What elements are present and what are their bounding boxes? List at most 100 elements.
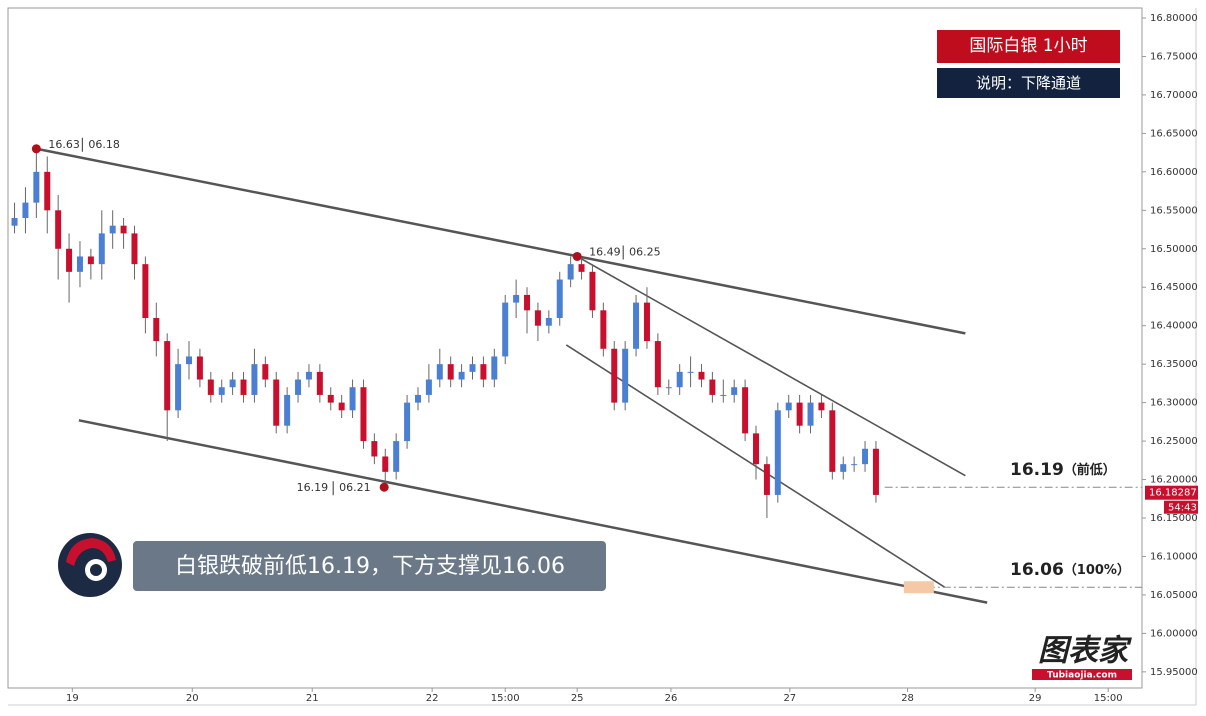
- candle-body: [262, 364, 269, 380]
- candle-body: [458, 371, 465, 380]
- candle-body: [295, 379, 302, 395]
- candle-body: [414, 394, 421, 403]
- countdown: 54:43: [1168, 503, 1197, 514]
- candle-body: [196, 356, 203, 380]
- candle-body: [785, 402, 792, 411]
- candle-body: [589, 271, 596, 311]
- candle-body: [360, 387, 367, 442]
- candle-body: [251, 364, 258, 395]
- last-price-tag: [1145, 485, 1198, 500]
- candle-body: [534, 310, 541, 326]
- banner-box: [133, 541, 606, 591]
- candle-body: [753, 433, 760, 465]
- candle-body: [55, 210, 62, 249]
- x-tick-label: 20: [186, 693, 199, 704]
- candle-body: [622, 348, 629, 403]
- candle-body: [98, 233, 105, 265]
- candle-body: [600, 310, 607, 349]
- logo-name: 图表家: [1038, 634, 1132, 669]
- candle-body: [175, 364, 182, 411]
- candle-body: [687, 371, 694, 373]
- candle-body: [774, 410, 781, 495]
- x-tick-label: 27: [783, 693, 796, 704]
- last-price: 16.18287: [1149, 488, 1197, 499]
- level-label: 16.19（前低）: [1010, 460, 1116, 480]
- candle-body: [502, 302, 509, 357]
- y-tick-label: 16.05000: [1150, 590, 1198, 601]
- candle-body: [87, 256, 94, 265]
- candle-body: [513, 294, 520, 303]
- candle-body: [44, 171, 51, 211]
- candle-body: [393, 441, 400, 472]
- x-tick-label: 29: [1029, 693, 1042, 704]
- banner-text: 白银跌破前低16.19，下方支撑见16.06: [175, 554, 565, 579]
- candle-body: [66, 248, 73, 272]
- candle-body: [829, 410, 836, 472]
- logo-strip: [1032, 669, 1132, 680]
- candle-body: [654, 341, 661, 388]
- candle-body: [109, 225, 116, 234]
- candle-body: [796, 402, 803, 426]
- pivot-price: 16.49: [589, 245, 621, 258]
- subtitle-box: 说明：下降通道: [937, 68, 1120, 98]
- candle-body: [142, 264, 149, 318]
- candle-body: [567, 264, 574, 280]
- y-tick-label: 16.55000: [1150, 205, 1198, 216]
- y-tick-label: 16.00000: [1150, 628, 1198, 639]
- x-tick-label: 19: [66, 693, 79, 704]
- y-tick-label: 16.80000: [1150, 13, 1198, 24]
- candle-body: [862, 448, 869, 465]
- candle-body: [676, 371, 683, 388]
- y-tick-label: 16.35000: [1150, 359, 1198, 370]
- level-zone: [903, 581, 934, 594]
- candle-body: [425, 379, 432, 395]
- y-tick-label: 16.45000: [1150, 282, 1198, 293]
- candle-body: [218, 387, 225, 395]
- candle-body: [131, 233, 138, 265]
- candle-body: [11, 218, 18, 226]
- candle-body: [338, 402, 345, 411]
- pivot-date: 06.25: [629, 245, 661, 258]
- candle-body: [207, 379, 214, 395]
- candle-body: [633, 302, 640, 349]
- candle-body: [349, 387, 356, 411]
- level-note: （前低）: [1064, 462, 1116, 478]
- x-tick-label: 15:00: [1094, 693, 1123, 704]
- x-tick-label: 21: [306, 693, 319, 704]
- candle-body: [229, 379, 236, 388]
- candle-body: [578, 264, 585, 272]
- trend-line: [565, 344, 946, 588]
- candle-body: [371, 441, 378, 457]
- candle-body: [807, 402, 814, 426]
- candle-body: [491, 356, 498, 380]
- candle-body: [33, 171, 40, 203]
- avatar-icon: [58, 533, 122, 597]
- candle-body: [284, 394, 291, 426]
- candle-body: [404, 402, 411, 442]
- trend-line: [78, 419, 988, 604]
- trend-line: [576, 255, 966, 477]
- y-tick-label: 16.25000: [1150, 436, 1198, 447]
- pivot-point: [31, 144, 41, 154]
- pivot-price: 16.19: [297, 481, 329, 494]
- candle-body: [22, 202, 29, 218]
- candle-body: [305, 371, 312, 380]
- level-value: 16.06: [1010, 560, 1064, 580]
- candle-body: [709, 379, 716, 395]
- y-tick-label: 16.60000: [1150, 167, 1198, 178]
- candle-body: [327, 394, 334, 403]
- candle-body: [731, 387, 738, 395]
- candle-body: [447, 364, 454, 380]
- y-tick-label: 16.70000: [1150, 90, 1198, 101]
- candle-body: [480, 364, 487, 380]
- pivot-point: [572, 251, 582, 261]
- y-tick-label: 16.10000: [1150, 551, 1198, 562]
- candle-body: [164, 341, 171, 411]
- y-tick-label: 16.30000: [1150, 398, 1198, 409]
- pivot-date: 06.18: [88, 138, 120, 151]
- title-box: 国际白银 1小时: [937, 30, 1120, 63]
- y-tick-label: 16.40000: [1150, 321, 1198, 332]
- candle-body: [818, 402, 825, 411]
